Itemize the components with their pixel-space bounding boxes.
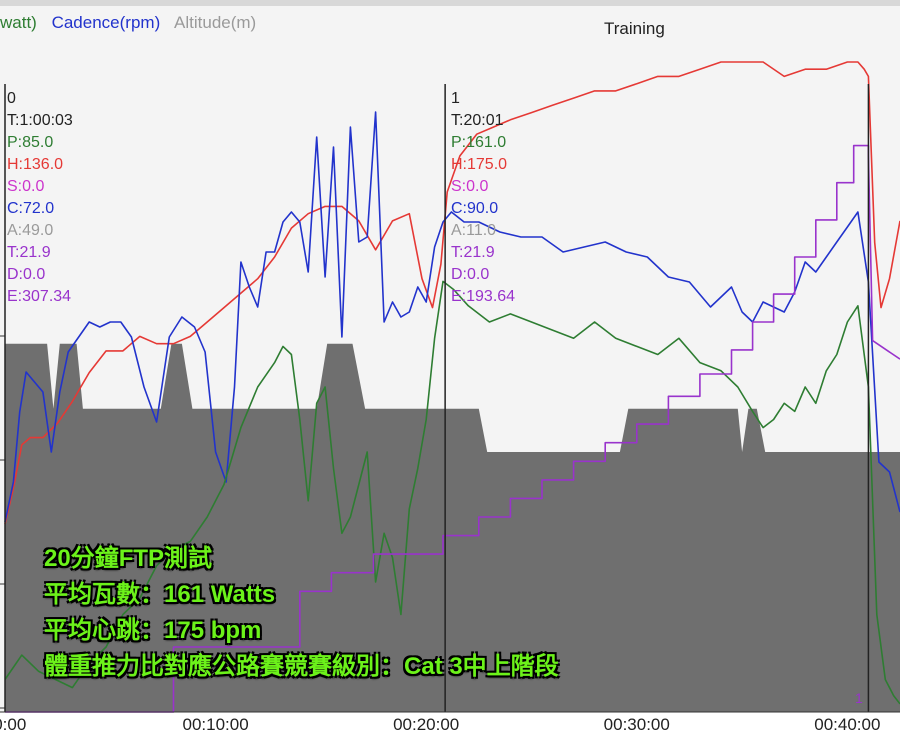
lap-field: P:161.0 (451, 134, 507, 151)
series-line-power-watt (4, 280, 900, 705)
lap-field: C:72.0 (7, 200, 55, 217)
overlay-avg-power: 平均瓦數：161 Watts (44, 581, 276, 608)
lap-field: S:0.0 (451, 178, 489, 195)
lap-end-label: 1 (855, 690, 863, 706)
chart-title: Training (604, 19, 665, 38)
lap-field: T:21.9 (451, 244, 495, 261)
series-line-energy (5, 144, 900, 713)
lap-field: P:85.0 (7, 134, 54, 151)
lap-field: A:11.0 (451, 222, 497, 239)
series-line-heart-rate-bpm (4, 61, 900, 525)
ftp-summary-overlay: 20分鐘FTP測試 平均瓦數：161 Watts 平均心跳：175 bpm 體重… (44, 541, 559, 685)
lap-field: C:90.0 (451, 200, 499, 217)
chart-legend: watt) Cadence(rpm) Altitude(m) (0, 13, 266, 33)
x-tick-label: 00:30:00 (603, 715, 670, 734)
x-tick-label: 00:00 (0, 715, 27, 734)
lap-field: D:0.0 (7, 266, 46, 283)
x-tick-label: 00:10:00 (182, 715, 249, 734)
lap-field: D:0.0 (451, 266, 490, 283)
lap-field: S:0.0 (7, 178, 45, 195)
lap-field: T:1:00:03 (7, 112, 73, 129)
lap-number: 1 (451, 90, 460, 107)
overlay-avg-hr: 平均心跳：175 bpm (44, 617, 262, 644)
overlay-category: 體重推力比對應公路賽競賽級別：Cat 3中上階段 (44, 653, 559, 680)
lap-field: A:49.0 (7, 222, 54, 239)
legend-power[interactable]: watt) (0, 13, 37, 32)
lap-number: 0 (7, 90, 16, 107)
lap-0-info: 0 T:1:00:03 P:85.0 H:136.0 S:0.0 C:72.0 A:49.0… (7, 88, 73, 308)
lap-field: E:307.34 (7, 288, 72, 305)
x-tick-label: 00:40:00 (814, 715, 881, 734)
lap-1-info: 1 T:20:01 P:161.0 H:175.0 S:0.0 C:90.0 A:11.0 T… (451, 88, 515, 308)
legend-altitude[interactable]: Altitude(m) (174, 13, 257, 32)
window-top-strip (0, 0, 900, 6)
x-tick-label: 00:20:00 (393, 715, 460, 734)
overlay-title: 20分鐘FTP測試 (44, 545, 213, 572)
lap-field: H:175.0 (451, 156, 508, 173)
series-line-cadence-rpm (4, 111, 900, 523)
series-altitude-area (5, 343, 900, 712)
lap-field: H:136.0 (7, 156, 64, 173)
lap-field: T:21.9 (7, 244, 51, 261)
legend-cadence[interactable]: Cadence(rpm) (51, 13, 161, 32)
lap-field: T:20:01 (451, 112, 504, 129)
lap-field: E:193.64 (451, 288, 516, 305)
